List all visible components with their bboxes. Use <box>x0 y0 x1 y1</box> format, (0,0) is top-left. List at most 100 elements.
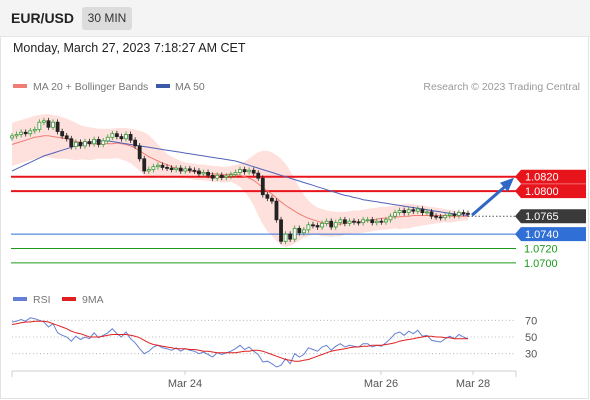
bb-legend-label: MA 20 + Bollinger Bands <box>33 81 148 93</box>
candle-body <box>92 139 96 145</box>
candle-body <box>374 220 379 224</box>
ma9-legend-label: 9MA <box>82 294 104 306</box>
candle-body <box>10 135 14 139</box>
candle-body <box>301 229 306 234</box>
candle-body <box>119 136 124 140</box>
candle-body <box>352 220 356 223</box>
candle-body <box>361 219 366 224</box>
candle-body <box>356 221 361 224</box>
x-axis: Mar 24 Mar 26 Mar 28 <box>11 370 517 390</box>
target-arrow-head <box>500 177 514 192</box>
candle-body <box>251 169 256 174</box>
candle-body <box>425 211 429 214</box>
level-labels-layer: 1.0820 1.0800 1.0765 1.0740 1.0720 1.0700 <box>471 169 586 270</box>
candle-body <box>73 141 78 148</box>
candle-body <box>14 134 19 137</box>
x-tick-label: Mar 28 <box>456 378 490 390</box>
candle-body <box>397 210 402 214</box>
candle-body <box>28 130 33 135</box>
candle-body <box>60 131 65 137</box>
candles-layer <box>10 117 470 245</box>
candle-body <box>260 177 265 196</box>
candle-body <box>151 166 156 170</box>
candle-body <box>101 140 106 145</box>
candle-body <box>219 174 224 178</box>
header-bar: EUR/USD 30 MIN <box>0 0 590 37</box>
candle-body <box>142 158 147 172</box>
candle-body <box>342 219 347 224</box>
candle-body <box>215 174 220 179</box>
level-label-1.0700: 1.0700 <box>524 258 558 270</box>
level-tag-1.0765 <box>515 209 586 224</box>
candle-body <box>466 212 470 215</box>
target-arrow-shaft <box>471 184 507 217</box>
candle-body <box>96 139 101 145</box>
candle-body <box>46 120 51 128</box>
timeframe-button[interactable]: 30 MIN <box>82 7 132 30</box>
candle-body <box>197 170 201 175</box>
candle-body <box>37 121 42 130</box>
candle-body <box>402 210 407 214</box>
candle-body <box>19 131 24 135</box>
rsi-ma9-line <box>11 320 468 362</box>
candle-body <box>42 120 46 123</box>
candle-body <box>265 194 270 199</box>
candle-body <box>411 209 416 212</box>
bollinger-band-layer <box>12 114 468 247</box>
candle-body <box>83 141 87 147</box>
rsi-legend-label: RSI <box>33 294 51 306</box>
level-tag-1.0820 <box>515 169 586 184</box>
candle-body <box>247 169 252 173</box>
level-label-1.0740: 1.0740 <box>525 229 559 241</box>
candle-body <box>206 172 210 176</box>
level-label-1.0800: 1.0800 <box>525 186 559 198</box>
candle-body <box>146 169 151 172</box>
candle-body <box>393 212 397 217</box>
ma9-legend-swatch <box>62 297 76 301</box>
datetime-label: Monday, March 27, 2023 7:18:27 AM CET <box>13 41 246 55</box>
candle-body <box>365 219 370 222</box>
candle-body <box>242 169 247 173</box>
candle-body <box>406 209 411 214</box>
level-tag-1.0740 <box>515 227 586 242</box>
candle-body <box>183 168 188 172</box>
candle-body <box>429 211 434 217</box>
level-label-1.0720: 1.0720 <box>524 243 558 255</box>
level-label-1.0820: 1.0820 <box>525 172 559 184</box>
candle-body <box>137 145 142 160</box>
rsi-line <box>11 317 469 368</box>
bb-legend-swatch <box>13 84 27 88</box>
level-label-1.0765: 1.0765 <box>525 211 559 223</box>
candle-body <box>51 121 55 128</box>
ma50-legend-label: MA 50 <box>175 81 205 93</box>
candle-body <box>329 220 334 228</box>
candle-body <box>105 136 110 142</box>
candle-body <box>447 213 452 216</box>
rsi-tick-70: 70 <box>525 315 537 327</box>
candle-body <box>256 172 261 179</box>
bollinger-band <box>12 114 468 247</box>
candle-body <box>160 164 165 168</box>
candle-body <box>461 212 466 215</box>
candle-body <box>279 219 283 242</box>
candle-body <box>128 134 133 141</box>
x-tick-label: Mar 26 <box>364 378 398 390</box>
candle-body <box>333 222 338 228</box>
candle-body <box>178 167 183 172</box>
candle-body <box>443 215 448 219</box>
candle-body <box>110 133 115 138</box>
candle-body <box>292 227 297 240</box>
candle-body <box>32 128 37 132</box>
candle-body <box>415 208 420 212</box>
level-tag-1.0800 <box>515 184 586 199</box>
candle-body <box>165 167 169 169</box>
candle-body <box>87 141 92 145</box>
candle-body <box>55 121 60 132</box>
rsi-legend-swatch <box>13 297 27 301</box>
candle-body <box>274 200 279 221</box>
candle-body <box>320 222 324 228</box>
candle-body <box>64 135 69 140</box>
candle-body <box>187 168 192 171</box>
candle-body <box>233 172 238 175</box>
